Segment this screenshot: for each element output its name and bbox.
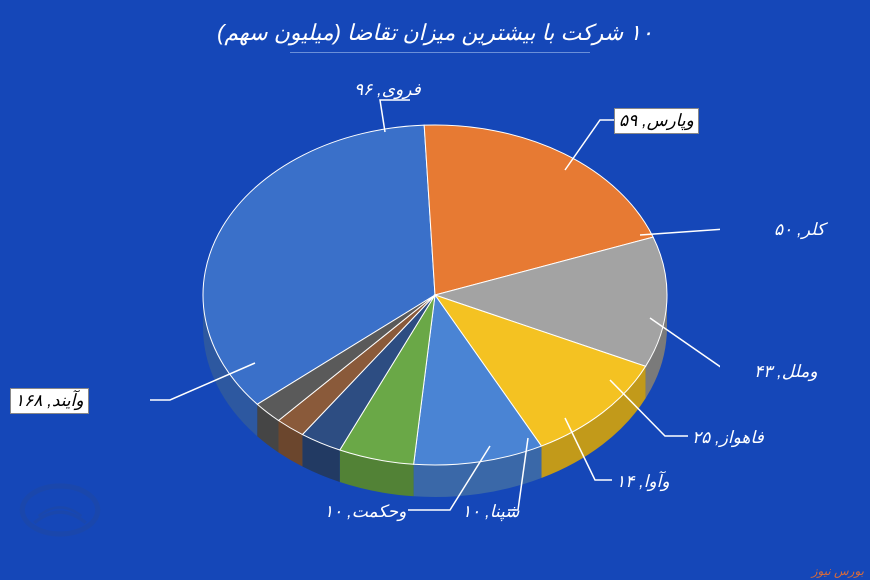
slice-label: وملل, ۴۳ xyxy=(750,360,822,384)
slice-label: فروی, ۹۶ xyxy=(350,78,425,102)
pie-chart: وآیند, ۱۶۸فروی, ۹۶وپارس, ۵۹کلر, ۵۰وملل, … xyxy=(150,70,720,520)
slice-label: وحکمت, ۱۰ xyxy=(320,500,410,524)
leader-line xyxy=(640,228,720,235)
footer-source: بورس نیوز xyxy=(812,564,864,578)
title-underline xyxy=(290,52,590,53)
slice-label: شپنا, ۱۰ xyxy=(458,500,523,524)
slice-label: کلر, ۵۰ xyxy=(770,218,829,242)
chart-title: ۱۰ شرکت با بیشترین میزان تقاضا (میلیون س… xyxy=(0,20,870,46)
watermark-logo xyxy=(15,480,105,540)
slice-label: وآوا, ۱۴ xyxy=(612,470,674,494)
slice-label: وپارس, ۵۹ xyxy=(614,108,699,134)
slice-label: فاهواز, ۲۵ xyxy=(688,426,768,450)
slice-label: وآیند, ۱۶۸ xyxy=(10,388,89,414)
